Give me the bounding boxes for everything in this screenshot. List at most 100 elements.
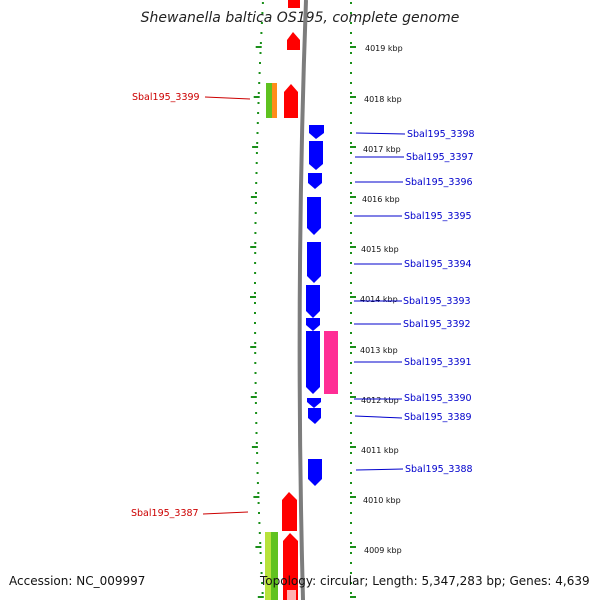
scale-tick-dot [350,362,352,364]
scale-tick-dot [261,582,264,584]
scale-major-tick [255,546,262,548]
scale-tick-dot [255,192,257,194]
scale-tick-dot [350,582,352,584]
scale-tick-dot [350,322,352,324]
scale-tick-dot [255,152,258,154]
scale-tick-dot [255,172,258,174]
gene-label-sbal195-3396[interactable]: Sbal195_3396 [405,177,473,188]
scale-tick-dot [260,572,263,574]
gene-arrow-sbal195-3389[interactable] [308,408,321,424]
gene-arrow-sbal195-3392[interactable] [306,318,320,331]
gene-label-sbal195-3398[interactable]: Sbal195_3398 [407,129,475,140]
gene-arrow-sbal195-3387[interactable] [282,492,297,531]
scale-tick-dot [258,72,261,74]
scale-tick-dot [254,202,257,204]
gene-label-sbal195-3393[interactable]: Sbal195_3393 [403,296,471,307]
scale-label: 4011 kbp [361,446,399,455]
scale-tick-dot [350,32,352,34]
scale-tick-dot [254,322,256,324]
scale-tick-dot [255,412,258,414]
scale-tick-dot [350,472,352,474]
green-feature-bottom-2[interactable] [271,532,278,600]
green-feature-bottom-1[interactable] [265,532,271,600]
gene-label-sbal195-3392[interactable]: Sbal195_3392 [403,319,471,330]
scale-tick-dot [259,552,262,554]
leader-line [355,132,406,135]
gene-arrow-sbal195-3399[interactable] [284,84,298,118]
scale-tick-dot [254,262,257,264]
scale-tick-dot [255,422,258,424]
gene-label-sbal195-3394[interactable]: Sbal195_3394 [404,259,472,270]
gene-arrow-sbal195-3388[interactable] [308,459,322,486]
scale-tick-dot [350,522,352,524]
topology-text: Topology: circular; Length: 5,347,283 bp… [260,574,590,588]
scale-tick-dot [256,472,259,474]
scale-label: 4012 kbp [361,396,399,405]
scale-tick-dot [350,52,352,54]
scale-tick-dot [254,302,256,304]
scale-tick-dot [350,442,352,444]
gene-label-sbal195-3395[interactable]: Sbal195_3395 [404,211,472,222]
gene-arrow-sbal195-3398[interactable] [309,125,324,139]
scale-tick-dot [254,252,257,254]
gene-label-sbal195-3390[interactable]: Sbal195_3390 [404,393,472,404]
leader-line [354,415,403,419]
gene-arrow-top[interactable] [288,0,300,8]
green-feature-3399[interactable] [266,83,272,118]
scale-tick-dot [256,142,259,144]
gene-arrow-sbal195-3390[interactable] [307,398,321,408]
scale-major-tick [250,296,256,298]
gene-arrow-sbal195-3396[interactable] [308,173,322,189]
scale-tick-dot [350,432,352,434]
scale-tick-dot [350,112,352,114]
scale-tick-dot [350,592,352,594]
scale-major-tick [350,246,356,248]
gene-label-sbal195-3387[interactable]: Sbal195_3387 [131,508,199,519]
left-scale-ticks [250,2,264,598]
scale-label: 4016 kbp [362,195,400,204]
gene-label-sbal195-3388[interactable]: Sbal195_3388 [405,464,473,475]
gene-arrow-sbal195-3393[interactable] [306,285,320,318]
scale-tick-dot [258,522,261,524]
scale-major-tick [251,446,258,448]
gene-label-sbal195-3397[interactable]: Sbal195_3397 [406,152,474,163]
scale-tick-dot [254,362,257,364]
gene-arrow-4019[interactable] [287,32,300,50]
gene-arrow-sbal195-3394[interactable] [307,242,321,283]
scale-tick-dot [257,492,260,494]
orange-feature-3399[interactable] [272,83,277,118]
scale-tick-dot [254,242,257,244]
gene-arrow-bottom[interactable] [283,533,298,600]
scale-tick-dot [350,202,352,204]
scale-tick-dot [254,272,257,274]
gene-label-sbal195-3391[interactable]: Sbal195_3391 [404,357,472,368]
scale-tick-dot [350,302,352,304]
right-scale-ticks [350,2,356,598]
scale-tick-dot [261,2,264,4]
gene-label-sbal195-3399[interactable]: Sbal195_3399 [132,92,200,103]
leader-line [204,96,251,100]
scale-tick-dot [350,402,352,404]
scale-tick-dot [350,282,352,284]
scale-tick-dot [254,292,256,294]
gene-arrow-sbal195-3395[interactable] [307,197,321,235]
scale-tick-dot [350,452,352,454]
scale-tick-dot [350,72,352,74]
gene-label-sbal195-3389[interactable]: Sbal195_3389 [404,412,472,423]
left-gene-labels: Sbal195_3399 Sbal195_3387 [131,92,251,519]
scale-tick-dot [350,152,352,154]
scale-tick-dot [350,92,352,94]
scale-major-tick [252,146,259,148]
forward-strand-features [265,0,300,600]
gene-arrow-sbal195-3391[interactable] [306,331,320,394]
gene-arrow-sbal195-3397[interactable] [309,141,323,170]
scale-tick-dot [258,512,260,514]
scale-tick-dot [350,262,352,264]
scale-tick-dot [350,502,352,504]
magenta-feature-3391[interactable] [324,331,338,394]
gene-overlap-bottom [287,590,296,600]
scale-tick-dot [254,382,257,384]
scale-tick-dot [350,342,352,344]
scale-major-tick [257,596,264,598]
scale-major-tick [350,396,356,398]
